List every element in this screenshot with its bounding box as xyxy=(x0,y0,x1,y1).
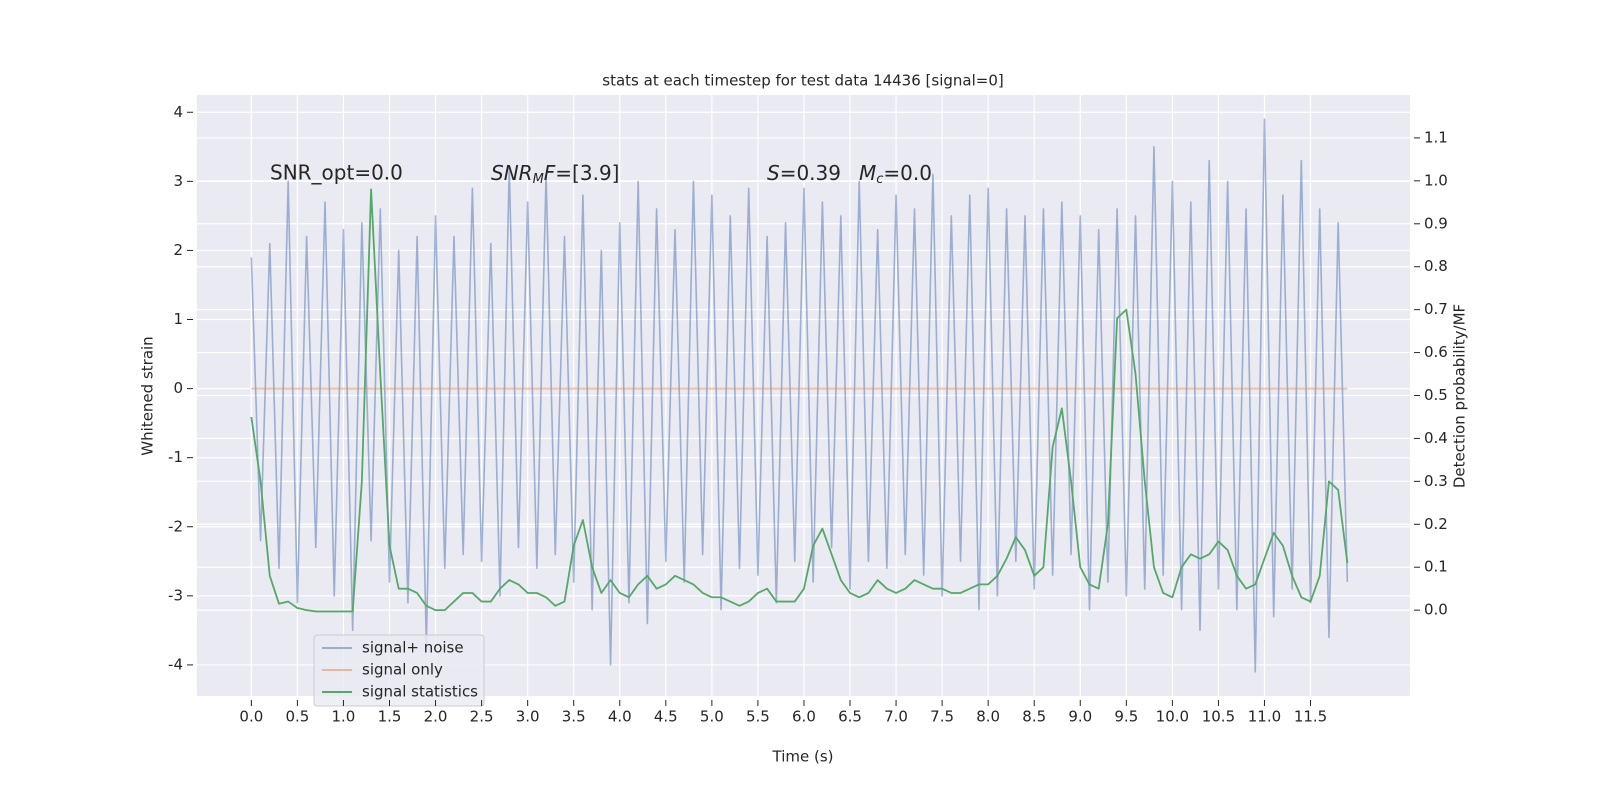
y-tick-label: 1 xyxy=(173,310,183,328)
y2-tick-label: 0.4 xyxy=(1424,429,1448,447)
series-line xyxy=(250,188,1349,613)
x-tick-label: 7.0 xyxy=(884,708,908,726)
x-tick-label: 7.5 xyxy=(930,708,954,726)
y-tick-label: 3 xyxy=(173,172,183,190)
x-tick-label: 2.5 xyxy=(470,708,494,726)
annotation-part: =0.39 xyxy=(780,161,841,185)
x-tick-label: 3.5 xyxy=(562,708,586,726)
x-tick-label: 0.0 xyxy=(239,708,263,726)
y-tick-label: -2 xyxy=(168,517,183,535)
y2-tick-label: 0.6 xyxy=(1424,343,1448,361)
y-tick-label: -3 xyxy=(168,586,183,604)
annotation-part: F xyxy=(544,161,556,185)
x-tick-label: 5.0 xyxy=(700,708,724,726)
y2-axis-label: Detection probability/MF xyxy=(1451,304,1469,488)
x-tick-label: 1.5 xyxy=(378,708,402,726)
y-tick-label: 0 xyxy=(173,379,183,397)
y2-tick-label: 0.8 xyxy=(1424,257,1448,275)
annotation: SNRMF=[3.9] xyxy=(491,161,619,187)
annotation-part: =[3.9] xyxy=(555,161,619,185)
y-tick-label: -4 xyxy=(168,655,183,673)
legend: signal+ noise signal only signal statistic… xyxy=(313,634,485,707)
annotation: SNR_opt=0.0 xyxy=(270,161,403,185)
y-axis-label: Whitened strain xyxy=(139,336,157,455)
x-tick-label: 3.0 xyxy=(516,708,540,726)
annotation-part: S xyxy=(767,161,780,185)
x-tick-label: 2.0 xyxy=(424,708,448,726)
x-tick-label: 6.0 xyxy=(792,708,816,726)
series-line xyxy=(250,118,1349,673)
y2-tick-label: 0.9 xyxy=(1424,214,1448,232)
y-tick-label: -1 xyxy=(168,448,183,466)
y2-tick-label: 1.0 xyxy=(1424,171,1448,189)
chart-title: stats at each timestep for test data 144… xyxy=(602,72,1003,90)
y2-tick-label: 0.7 xyxy=(1424,300,1448,318)
x-tick-label: 10.0 xyxy=(1156,708,1189,726)
x-tick-label: 1.0 xyxy=(332,708,356,726)
x-tick-label: 11.5 xyxy=(1294,708,1327,726)
x-tick-label: 4.5 xyxy=(654,708,678,726)
y2-tick-label: 0.0 xyxy=(1424,601,1448,619)
annotation-part: =0.0 xyxy=(883,161,932,185)
legend-label: signal statistics xyxy=(362,683,478,701)
x-tick-label: 8.5 xyxy=(1022,708,1046,726)
legend-box xyxy=(313,634,485,707)
y-tick-label: 4 xyxy=(173,103,183,121)
annotation: S=0.39 Mc=0.0 xyxy=(767,161,932,187)
annotation-part: M xyxy=(859,161,876,185)
x-tick-label: 10.5 xyxy=(1202,708,1235,726)
y2-tick-label: 0.1 xyxy=(1424,558,1448,576)
legend-label: signal+ noise xyxy=(362,639,464,657)
annotation-part: SNR xyxy=(491,161,533,185)
annotation-part: c xyxy=(876,172,883,187)
x-tick-label: 8.0 xyxy=(976,708,1000,726)
y2-tick-label: 0.3 xyxy=(1424,472,1448,490)
x-tick-label: 5.5 xyxy=(746,708,770,726)
legend-label: signal only xyxy=(362,661,443,679)
annotation-part: M xyxy=(533,172,544,187)
y2-tick-label: 1.1 xyxy=(1424,128,1448,146)
x-axis-label: Time (s) xyxy=(772,748,834,766)
x-tick-label: 6.5 xyxy=(838,708,862,726)
x-tick-label: 0.5 xyxy=(285,708,309,726)
lines xyxy=(250,118,1349,673)
x-tick-label: 9.0 xyxy=(1068,708,1092,726)
y2-tick-label: 0.2 xyxy=(1424,515,1448,533)
y2-tick-label: 0.5 xyxy=(1424,386,1448,404)
x-tick-label: 4.0 xyxy=(608,708,632,726)
x-tick-label: 9.5 xyxy=(1114,708,1138,726)
x-tick-label: 11.0 xyxy=(1248,708,1281,726)
y-tick-label: 2 xyxy=(173,241,183,259)
